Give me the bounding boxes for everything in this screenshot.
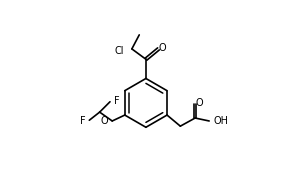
Text: O: O: [195, 98, 203, 108]
Text: F: F: [114, 96, 119, 106]
Text: Cl: Cl: [114, 46, 124, 56]
Text: F: F: [80, 116, 85, 126]
Text: OH: OH: [213, 116, 228, 126]
Text: O: O: [101, 116, 108, 126]
Text: O: O: [159, 43, 166, 53]
